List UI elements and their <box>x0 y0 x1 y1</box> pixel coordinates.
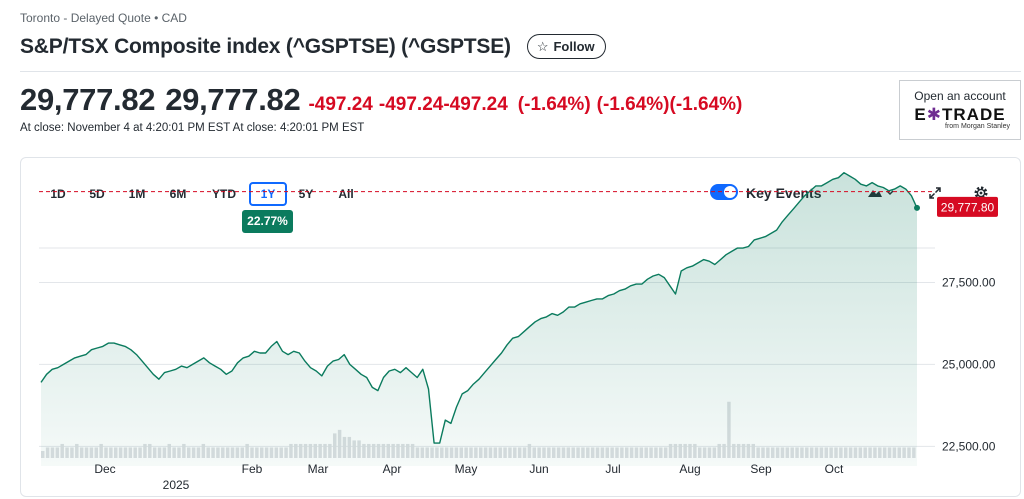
range-all[interactable]: All <box>338 187 354 201</box>
toggle-knob <box>724 186 736 198</box>
last-price-badge <box>937 196 998 217</box>
key-events-label: Key Events <box>746 185 822 201</box>
x-tick-label: Feb <box>242 462 263 476</box>
change-percent-duplicate-2: (-1.64%) <box>669 94 743 115</box>
ad-open-account-label: Open an account <box>914 89 1006 103</box>
fullscreen-button[interactable] <box>925 183 945 203</box>
market-close-time: At close: November 4 at 4:20:01 PM EST A… <box>20 122 365 134</box>
price-line <box>40 172 918 444</box>
range-1y[interactable]: 1Y <box>249 182 287 206</box>
etrade-logo: E✱TRADE <box>900 106 1020 123</box>
chart-card: 1D 5D 1M 6M YTD 1Y 5Y All 22.77% Key Eve… <box>20 157 1021 497</box>
etrade-logo-right: TRADE <box>942 105 1006 124</box>
price-area-fill <box>41 172 917 466</box>
key-events-toggle[interactable] <box>710 184 738 200</box>
x-tick-label: 2025 <box>163 478 190 492</box>
y-axis-labels: 27,500.00 25,000.00 22,500.00 <box>942 276 996 454</box>
price-area <box>41 172 917 466</box>
x-tick-label: Aug <box>679 462 700 476</box>
change-percent-duplicate: (-1.64%) <box>596 94 670 115</box>
price-value: 29,777.82 <box>20 82 156 117</box>
follow-label: Follow <box>553 39 595 54</box>
change-percent: (-1.64%) <box>517 94 591 115</box>
etrade-ad[interactable]: Open an account E✱TRADE from Morgan Stan… <box>899 80 1021 140</box>
y-tick-label: 22,500.00 <box>942 439 996 453</box>
range-5d[interactable]: 5D <box>89 187 105 201</box>
x-tick-label: Jun <box>529 462 548 476</box>
range-1m[interactable]: 1M <box>128 187 146 201</box>
x-tick-label: Sep <box>750 462 772 476</box>
range-5y[interactable]: 5Y <box>298 187 314 201</box>
follow-button[interactable]: ☆ Follow <box>526 34 606 59</box>
change-value: -497.24 <box>308 94 373 115</box>
x-tick-label: Jul <box>605 462 620 476</box>
x-tick-label: Dec <box>94 462 115 476</box>
ad-sub-label: from Morgan Stanley <box>945 123 1010 130</box>
x-tick-label: Apr <box>383 462 402 476</box>
price-chart[interactable]: 27,500.00 25,000.00 22,500.00 Dec 2025 Feb Ma… <box>21 158 1022 498</box>
x-axis-labels: Dec 2025 Feb Mar Apr May Jun Jul Aug Sep Oct <box>94 462 844 492</box>
range-6m[interactable]: 6M <box>169 187 187 201</box>
etrade-logo-star: ✱ <box>926 105 943 124</box>
y-tick-label: 27,500.00 <box>942 276 996 290</box>
range-1d[interactable]: 1D <box>50 187 66 201</box>
page-title: S&P/TSX Composite index (^GSPTSE) (^GSPT… <box>20 34 511 58</box>
gear-icon <box>974 186 988 200</box>
change-value-duplicate-2: -497.24 <box>443 94 508 115</box>
price-value-duplicate: 29,777.82 <box>165 82 301 117</box>
price-line-path <box>40 172 918 444</box>
change-value-duplicate: -497.24 <box>378 94 444 115</box>
last-price-label: 29,777.80 <box>941 200 995 214</box>
quote-row: 29,777.82 29,777.82 -497.24 -497.24 -497… <box>20 82 742 118</box>
star-icon: ☆ <box>536 38 549 54</box>
x-tick-label: May <box>455 462 478 476</box>
exchange-label: Toronto - Delayed Quote • CAD <box>20 11 187 25</box>
etrade-logo-left: E <box>914 105 927 124</box>
y-tick-label: 25,000.00 <box>942 357 996 371</box>
title-row: S&P/TSX Composite index (^GSPTSE) (^GSPT… <box>20 34 606 59</box>
last-price-dot <box>914 204 920 211</box>
expand-icon <box>929 187 941 199</box>
settings-button[interactable] <box>971 183 991 203</box>
last-price-marker: 29,777.80 <box>914 196 998 217</box>
range-ytd[interactable]: YTD <box>212 187 236 201</box>
x-tick-label: Mar <box>308 462 329 476</box>
x-tick-label: Oct <box>825 462 844 476</box>
range-change-badge: 22.77% <box>242 210 293 233</box>
header-divider <box>20 71 1021 72</box>
